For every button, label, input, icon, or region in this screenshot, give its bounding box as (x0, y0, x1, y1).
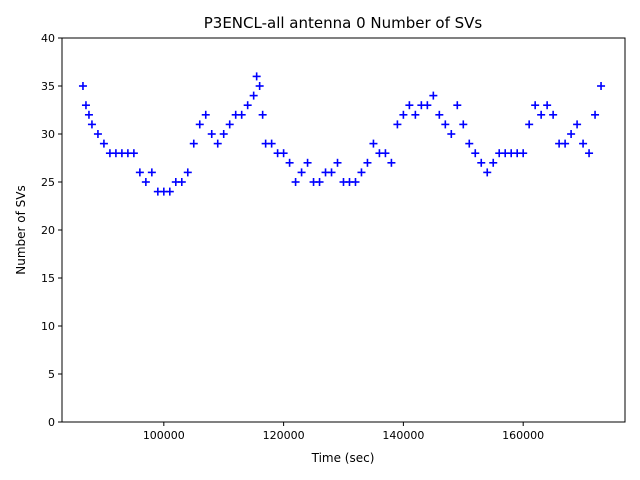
data-point (429, 91, 438, 100)
data-point (381, 149, 390, 158)
data-point (291, 178, 300, 186)
data-point (423, 101, 432, 110)
x-tick-label: 140000 (382, 429, 424, 442)
data-point (207, 130, 216, 138)
chart-title: P3ENCL-all antenna 0 Number of SVs (204, 14, 483, 32)
data-point (363, 158, 372, 167)
data-point (519, 149, 528, 158)
data-point (435, 110, 444, 119)
y-tick-label: 15 (41, 272, 55, 285)
data-point (567, 130, 576, 138)
x-axis-ticks: 100000 120000 140000 160000 (143, 422, 544, 442)
data-point (213, 139, 222, 148)
y-axis-label: Number of SVs (14, 185, 28, 274)
y-tick-label: 35 (41, 80, 55, 93)
data-point (351, 178, 360, 186)
data-point (579, 139, 588, 148)
data-point (399, 110, 408, 119)
data-point (303, 158, 312, 167)
data-point (87, 120, 96, 129)
data-point (387, 158, 396, 167)
data-point (243, 101, 252, 110)
y-tick-label: 5 (48, 368, 55, 381)
data-point (81, 101, 90, 110)
data-point (561, 139, 570, 148)
data-point (255, 82, 264, 90)
data-point (543, 101, 552, 110)
data-point (537, 110, 546, 119)
data-point (195, 120, 204, 129)
data-point (147, 168, 156, 177)
data-point (585, 149, 594, 158)
data-point (258, 110, 267, 119)
data-point (477, 158, 486, 167)
data-point (465, 139, 474, 148)
x-axis-label: Time (sec) (311, 451, 375, 465)
data-point (453, 101, 462, 110)
data-point (525, 120, 534, 129)
y-tick-label: 25 (41, 176, 55, 189)
data-point (177, 178, 186, 186)
data-point (279, 149, 288, 158)
data-point (225, 120, 234, 129)
data-point (459, 120, 468, 129)
x-tick-label: 100000 (143, 429, 185, 442)
data-point (99, 139, 108, 148)
data-point (267, 139, 276, 148)
data-point (411, 110, 420, 119)
data-point (237, 110, 246, 119)
data-point (297, 168, 306, 177)
data-point (84, 110, 93, 119)
data-point (219, 130, 228, 138)
data-point (447, 130, 456, 138)
data-point (405, 101, 414, 110)
data-point (252, 72, 261, 81)
data-point (489, 158, 498, 167)
data-point (369, 139, 378, 148)
data-point (93, 130, 102, 138)
data-point (441, 120, 450, 129)
y-axis-ticks: 0 5 10 15 20 25 30 35 40 (41, 32, 62, 429)
data-point (183, 168, 192, 177)
data-point (591, 110, 600, 119)
x-tick-label: 160000 (502, 429, 544, 442)
data-point (327, 168, 336, 177)
data-point (531, 101, 540, 110)
y-tick-label: 20 (41, 224, 55, 237)
data-point (549, 110, 558, 119)
y-tick-label: 30 (41, 128, 55, 141)
plot-area-frame (61, 37, 626, 423)
data-point (141, 178, 150, 186)
data-point (129, 149, 138, 158)
y-tick-label: 40 (41, 32, 55, 45)
data-point (471, 149, 480, 158)
data-point (315, 178, 324, 186)
data-point (135, 168, 144, 177)
data-point (333, 158, 342, 167)
y-tick-label: 0 (48, 416, 55, 429)
data-point (189, 139, 198, 148)
data-points (78, 72, 606, 196)
data-point (165, 187, 174, 196)
data-point (393, 120, 402, 129)
data-point (573, 120, 582, 129)
y-tick-label: 10 (41, 320, 55, 333)
data-point (78, 82, 87, 90)
data-point (483, 168, 492, 177)
data-point (357, 168, 366, 177)
data-point (249, 91, 258, 100)
data-point (597, 82, 606, 90)
data-point (285, 158, 294, 167)
data-point (201, 110, 210, 119)
x-tick-label: 120000 (263, 429, 305, 442)
